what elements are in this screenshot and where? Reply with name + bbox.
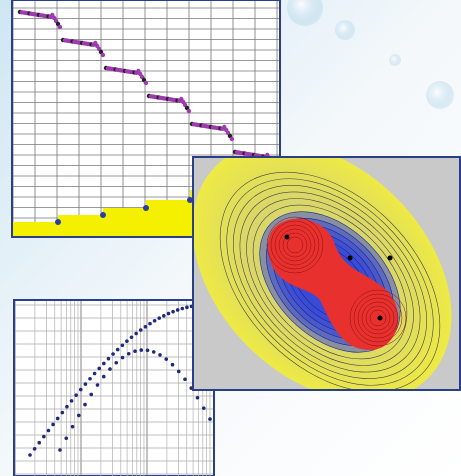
bubble	[335, 20, 355, 40]
point	[74, 393, 78, 397]
scatter-chart	[13, 299, 215, 476]
point	[100, 52, 106, 58]
point	[171, 309, 175, 314]
point	[180, 306, 185, 311]
point	[229, 136, 235, 142]
point	[60, 410, 65, 415]
point	[115, 347, 120, 352]
contour	[365, 305, 391, 331]
point	[125, 339, 129, 343]
point	[176, 369, 181, 374]
point	[126, 351, 131, 356]
bubble	[287, 0, 323, 26]
marker	[100, 212, 106, 218]
point	[69, 399, 74, 403]
point	[64, 436, 69, 441]
point	[114, 360, 119, 365]
point	[28, 453, 32, 457]
point	[95, 383, 100, 387]
point	[143, 80, 149, 86]
point	[152, 318, 157, 323]
point	[46, 428, 51, 433]
staircase-chart	[11, 0, 281, 238]
point	[111, 352, 115, 356]
point	[186, 108, 192, 114]
contour	[349, 289, 407, 347]
point	[151, 350, 156, 354]
point	[92, 371, 97, 376]
point	[157, 316, 162, 320]
point	[170, 362, 175, 367]
marker	[55, 219, 61, 225]
point	[145, 348, 150, 353]
point	[143, 324, 148, 329]
contour	[282, 232, 308, 258]
point	[175, 308, 180, 312]
point	[76, 413, 81, 418]
point	[162, 313, 166, 318]
point	[58, 448, 62, 452]
point	[37, 440, 42, 445]
contour	[357, 297, 399, 339]
point	[83, 402, 87, 407]
point	[120, 355, 125, 360]
contour	[278, 228, 312, 262]
contour	[270, 220, 320, 270]
point	[83, 382, 88, 386]
bubble	[389, 54, 401, 66]
point	[57, 24, 63, 30]
point	[185, 305, 189, 310]
point	[108, 367, 112, 371]
contour-map	[192, 156, 461, 391]
contour	[361, 301, 395, 335]
contour	[353, 293, 403, 343]
point	[97, 366, 102, 371]
point	[78, 387, 83, 392]
point	[89, 392, 94, 397]
contour	[274, 224, 316, 266]
marker	[143, 205, 149, 211]
contour	[286, 236, 304, 254]
point	[148, 321, 152, 326]
point	[120, 343, 125, 348]
point	[102, 361, 106, 366]
point	[208, 417, 212, 421]
point	[158, 353, 162, 357]
point	[32, 447, 37, 451]
point	[133, 349, 137, 354]
point	[138, 328, 143, 332]
point	[88, 376, 92, 381]
point	[164, 357, 169, 361]
point	[195, 395, 200, 400]
point	[129, 335, 134, 340]
point	[101, 374, 106, 379]
point	[201, 406, 206, 410]
contour	[266, 216, 324, 274]
contour	[226, 178, 434, 386]
point	[134, 331, 138, 336]
contour	[369, 309, 387, 327]
point	[166, 311, 171, 316]
point	[55, 416, 60, 421]
contour	[239, 191, 421, 373]
contour	[219, 171, 441, 389]
point	[183, 377, 187, 382]
point	[70, 424, 75, 429]
contour	[246, 198, 414, 366]
point	[106, 356, 111, 361]
contour	[233, 185, 427, 379]
point	[51, 422, 55, 427]
point	[65, 404, 69, 409]
marker	[187, 197, 193, 203]
point	[139, 348, 144, 352]
contour	[252, 204, 408, 360]
point	[42, 434, 46, 439]
bubble	[426, 81, 454, 109]
